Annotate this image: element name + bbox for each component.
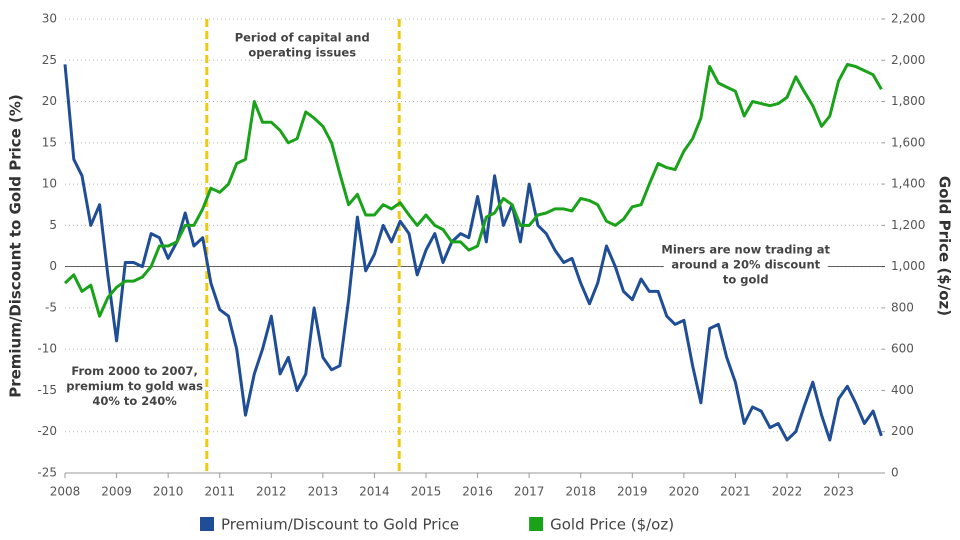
x-tick-label: 2019 xyxy=(617,485,648,499)
annotation-text: premium to gold was xyxy=(66,379,203,393)
y2-tick-label: 800 xyxy=(891,300,914,314)
annotation-text: From 2000 to 2007, xyxy=(71,364,197,378)
y2-tick-label: 0 xyxy=(891,466,899,480)
y2-tick-label: 400 xyxy=(891,383,914,397)
legend: Premium/Discount to Gold Price Gold Price… xyxy=(200,516,674,534)
annotation-bg xyxy=(663,240,828,288)
legend-label: Gold Price ($/oz) xyxy=(550,516,674,534)
annotation-text: Miners are now trading at xyxy=(661,242,830,256)
y-tick-label: 25 xyxy=(42,53,57,67)
y-tick-label: 20 xyxy=(42,94,57,108)
x-tick-label: 2021 xyxy=(720,485,751,499)
x-tick-label: 2023 xyxy=(823,485,854,499)
annotation: From 2000 to 2007,premium to gold was40%… xyxy=(66,364,203,408)
x-tick-label: 2012 xyxy=(256,485,287,499)
y-axis-title: Premium/Discount to Gold Price (%) xyxy=(7,94,25,398)
x-tick-label: 2008 xyxy=(50,485,81,499)
x-tick-label: 2020 xyxy=(669,485,700,499)
annotation-text: Period of capital and xyxy=(235,30,370,44)
y-tick-label: -10 xyxy=(37,342,57,356)
annotation-text: to gold xyxy=(723,272,769,286)
x-tick-label: 2015 xyxy=(411,485,442,499)
x-tick-label: 2014 xyxy=(359,485,390,499)
series-line xyxy=(63,62,883,318)
y2-tick-label: 2,000 xyxy=(891,53,925,67)
annotation-text: 40% to 240% xyxy=(92,394,177,408)
y-tick-label: 0 xyxy=(49,259,57,273)
x-tick-label: 2011 xyxy=(204,485,235,499)
x-tick-label: 2022 xyxy=(772,485,803,499)
y2-axis-title: Gold Price ($/oz) xyxy=(936,176,954,316)
y-tick-label: -15 xyxy=(37,383,57,397)
y2-tick-label: 600 xyxy=(891,342,914,356)
y2-tick-label: 1,400 xyxy=(891,177,925,191)
y2-tick-label: 1,800 xyxy=(891,94,925,108)
y-tick-label: -5 xyxy=(45,300,57,314)
annotation-text: operating issues xyxy=(248,45,356,59)
y2-tick-label: 1,600 xyxy=(891,135,925,149)
x-tick-label: 2017 xyxy=(514,485,545,499)
series-line xyxy=(63,64,883,442)
x-tick-label: 2009 xyxy=(101,485,132,499)
x-tick-label: 2016 xyxy=(462,485,493,499)
y-tick-label: 15 xyxy=(42,135,57,149)
y-tick-label: -20 xyxy=(37,424,57,438)
y2-tick-label: 1,200 xyxy=(891,218,925,232)
annotation-text: around a 20% discount xyxy=(671,257,820,271)
legend-swatch xyxy=(529,517,544,531)
y2-tick-label: 1,000 xyxy=(891,259,925,273)
x-tick-label: 2010 xyxy=(153,485,184,499)
y-tick-label: 5 xyxy=(49,218,57,232)
legend-swatch xyxy=(200,517,214,531)
y2-tick-label: 2,200 xyxy=(891,12,925,26)
y2-tick-label: 200 xyxy=(891,424,914,438)
legend-label: Premium/Discount to Gold Price xyxy=(221,516,459,534)
x-tick-label: 2013 xyxy=(308,485,339,499)
y-tick-label: 10 xyxy=(42,177,57,191)
y-tick-label: 30 xyxy=(42,12,57,26)
x-tick-label: 2018 xyxy=(565,485,596,499)
y-tick-label: -25 xyxy=(37,466,57,480)
